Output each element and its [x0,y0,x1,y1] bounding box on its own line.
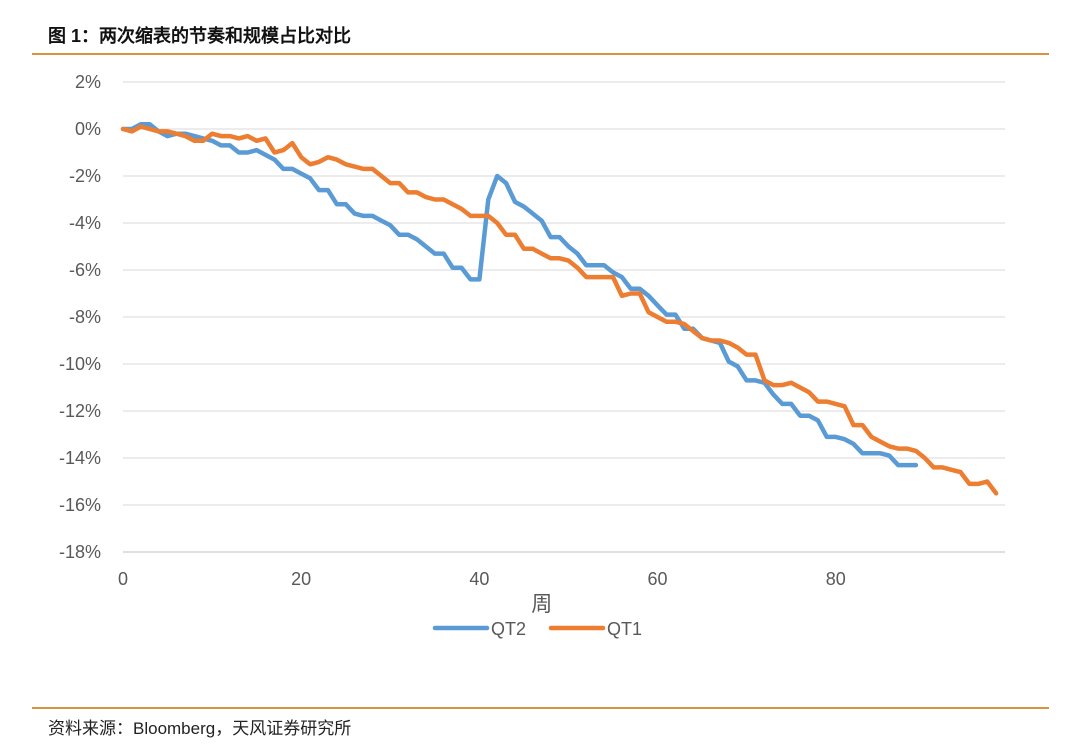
x-tick-label: 0 [118,569,128,589]
x-tick-label: 60 [648,569,668,589]
source-note: 资料来源：Bloomberg，天风证券研究所 [48,719,352,738]
y-tick-label: -8% [69,307,101,327]
top-divider [32,53,1049,55]
legend-label-qt2: QT2 [491,619,526,639]
bottom-divider [32,707,1049,709]
y-axis-tick-labels: 2% 0% -2% -4% -6% -8% -10% -12% -14% -16% -18% [59,72,101,562]
x-axis-tick-labels: 0 20 40 60 80 [118,569,846,589]
y-tick-label: -10% [59,354,101,374]
y-tick-label: -18% [59,542,101,562]
y-tick-label: 2% [75,72,101,92]
series-line-qt1 [120,124,999,496]
gridlines [123,81,1005,553]
y-tick-label: 0% [75,119,101,139]
legend: QT2 QT1 [432,619,642,639]
x-tick-label: 20 [291,569,311,589]
legend-label-qt1: QT1 [607,619,642,639]
y-tick-label: -14% [59,448,101,468]
x-tick-label: 80 [826,569,846,589]
y-tick-label: -4% [69,213,101,233]
line-chart: 2% 0% -2% -4% -6% -8% -10% -12% -14% -16% -18% 0 20… [59,72,1005,639]
series-lines [120,122,999,496]
x-axis-title: 周 [531,593,552,616]
y-tick-label: -2% [69,166,101,186]
y-tick-label: -6% [69,260,101,280]
figure-title: 图 1：两次缩表的节奏和规模占比对比 [48,26,352,46]
x-tick-label: 40 [469,569,489,589]
y-tick-label: -16% [59,495,101,515]
series-line-qt2 [120,122,919,468]
y-tick-label: -12% [59,401,101,421]
